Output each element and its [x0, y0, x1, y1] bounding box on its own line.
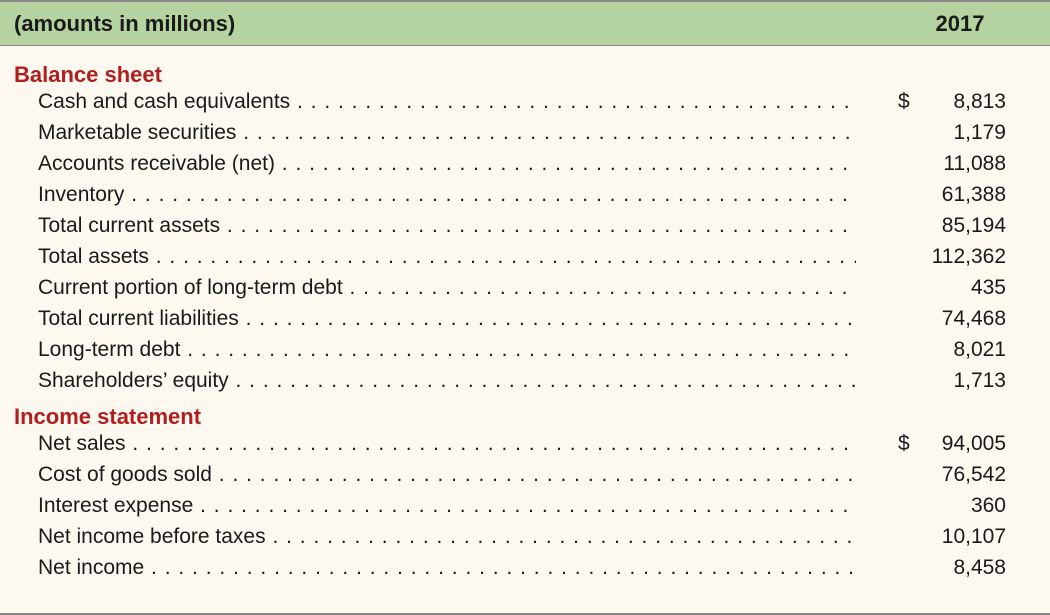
table-row: Total assets 112,362: [14, 245, 1036, 276]
financial-table: (amounts in millions) 2017 Balance sheet…: [0, 0, 1050, 615]
table-row: Shareholders’ equity 1,713: [14, 369, 1036, 400]
row-amount: 85,194: [942, 214, 1006, 238]
row-amount-cell: 435: [856, 276, 1036, 300]
row-label-cell: Marketable securities: [14, 121, 856, 145]
table-row: Accounts receivable (net) 11,088: [14, 152, 1036, 183]
row-label: Marketable securities: [38, 121, 236, 144]
row-amount-cell: 360: [856, 494, 1036, 518]
row-label: Cash and cash equivalents: [38, 90, 290, 113]
row-amount-cell: 112,362: [856, 245, 1036, 269]
table-row: Current portion of long-term debt 435: [14, 276, 1036, 307]
row-label: Long-term debt: [38, 338, 180, 361]
table-row: Net income 8,458: [14, 556, 1036, 587]
row-amount: 61,388: [942, 183, 1006, 207]
row-amount: 360: [971, 494, 1006, 518]
row-amount-cell: 1,713: [856, 369, 1036, 393]
row-label: Net income: [38, 556, 144, 579]
row-amount-cell: 10,107: [856, 525, 1036, 549]
row-amount-cell: 61,388: [856, 183, 1036, 207]
table-row: Long-term debt 8,021: [14, 338, 1036, 369]
row-label-cell: Cash and cash equivalents: [14, 90, 856, 114]
section-title-balance-sheet: Balance sheet: [14, 62, 1036, 88]
row-amount-cell: $94,005: [856, 432, 1036, 456]
section-title-income-statement: Income statement: [14, 404, 1036, 430]
row-label: Net sales: [38, 432, 126, 455]
row-amount: 11,088: [943, 152, 1006, 176]
row-amount-cell: 8,458: [856, 556, 1036, 580]
row-label-cell: Interest expense: [14, 494, 856, 518]
row-label: Total assets: [38, 245, 149, 268]
row-label: Shareholders’ equity: [38, 369, 229, 392]
row-label: Inventory: [38, 183, 124, 206]
row-label: Interest expense: [38, 494, 193, 517]
table-row: Total current assets 85,194: [14, 214, 1036, 245]
table-row: Total current liabilities 74,468: [14, 307, 1036, 338]
row-label-cell: Inventory: [14, 183, 856, 207]
row-label-cell: Net sales: [14, 432, 856, 456]
row-label-cell: Shareholders’ equity: [14, 369, 856, 393]
row-label-cell: Total current assets: [14, 214, 856, 238]
header-year: 2017: [870, 11, 1050, 37]
row-amount: 1,713: [953, 369, 1006, 393]
row-amount-cell: 85,194: [856, 214, 1036, 238]
row-amount-cell: 1,179: [856, 121, 1036, 145]
row-amount-cell: 74,468: [856, 307, 1036, 331]
table-row: Net income before taxes 10,107: [14, 525, 1036, 556]
row-amount-cell: $8,813: [856, 90, 1036, 114]
currency-symbol: $: [898, 90, 910, 114]
row-label: Cost of goods sold: [38, 463, 212, 486]
row-amount: 8,021: [953, 338, 1006, 362]
row-label: Accounts receivable (net): [38, 152, 275, 175]
row-amount: 8,813: [953, 90, 1006, 114]
row-label-cell: Long-term debt: [14, 338, 856, 362]
table-row: Marketable securities 1,179: [14, 121, 1036, 152]
row-amount: 1,179: [953, 121, 1006, 145]
row-label: Net income before taxes: [38, 525, 266, 548]
row-amount: 10,107: [942, 525, 1006, 549]
table-header: (amounts in millions) 2017: [0, 2, 1050, 46]
row-label-cell: Total current liabilities: [14, 307, 856, 331]
table-row: Interest expense 360: [14, 494, 1036, 525]
row-amount: 435: [971, 276, 1006, 300]
row-label-cell: Current portion of long-term debt: [14, 276, 856, 300]
row-label-cell: Net income: [14, 556, 856, 580]
row-label-cell: Accounts receivable (net): [14, 152, 856, 176]
row-amount: 8,458: [953, 556, 1006, 580]
row-amount: 112,362: [932, 245, 1006, 269]
row-amount-cell: 8,021: [856, 338, 1036, 362]
table-row: Cash and cash equivalents $8,813: [14, 90, 1036, 121]
row-label: Total current liabilities: [38, 307, 239, 330]
row-amount-cell: 11,088: [856, 152, 1036, 176]
row-label-cell: Net income before taxes: [14, 525, 856, 549]
header-label: (amounts in millions): [0, 11, 870, 37]
row-label-cell: Total assets: [14, 245, 856, 269]
row-amount-cell: 76,542: [856, 463, 1036, 487]
row-label-cell: Cost of goods sold: [14, 463, 856, 487]
table-body: Balance sheet Cash and cash equivalents …: [0, 46, 1050, 597]
row-amount: 76,542: [942, 463, 1006, 487]
row-label: Current portion of long-term debt: [38, 276, 343, 299]
table-row: Inventory 61,388: [14, 183, 1036, 214]
row-label: Total current assets: [38, 214, 220, 237]
row-amount: 74,468: [942, 307, 1006, 331]
table-row: Cost of goods sold 76,542: [14, 463, 1036, 494]
currency-symbol: $: [898, 432, 910, 456]
row-amount: 94,005: [942, 432, 1006, 456]
table-row: Net sales $94,005: [14, 432, 1036, 463]
